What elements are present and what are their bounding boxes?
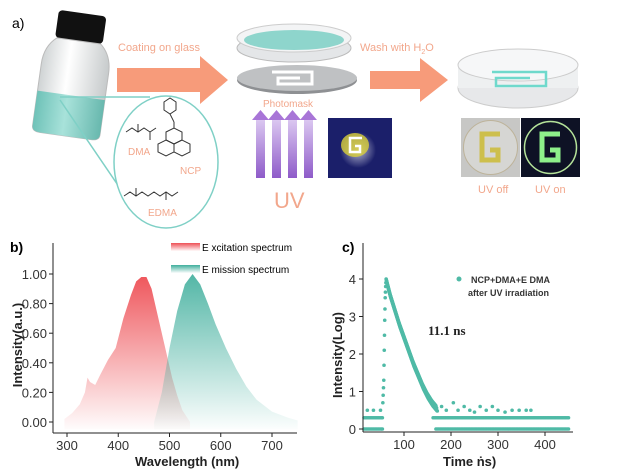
data-point bbox=[382, 318, 387, 323]
data-point bbox=[383, 290, 388, 294]
x-tick-label: 200 bbox=[440, 437, 462, 452]
x-tick-label: 300 bbox=[487, 437, 509, 452]
data-point bbox=[381, 385, 386, 390]
data-point bbox=[380, 415, 385, 420]
data-point bbox=[478, 404, 482, 409]
data-point bbox=[566, 415, 571, 420]
data-point bbox=[383, 307, 387, 311]
x-tick-label: 400 bbox=[107, 438, 129, 453]
y-tick-label: 0.00 bbox=[22, 415, 47, 430]
data-point bbox=[434, 403, 438, 408]
data-point bbox=[444, 408, 449, 413]
legend-swatch-emission bbox=[171, 265, 200, 273]
data-point bbox=[468, 408, 472, 413]
data-point bbox=[456, 408, 460, 413]
legend-marker bbox=[456, 276, 462, 282]
x-tick-label: 500 bbox=[159, 438, 181, 453]
x-tick-label: 300 bbox=[56, 438, 78, 453]
y-tick-label: 0.20 bbox=[22, 385, 47, 400]
step-coating-label: Coating on glass bbox=[118, 42, 200, 54]
y-axis-title: Intensity(a.u.) bbox=[10, 303, 25, 388]
data-point bbox=[517, 408, 521, 413]
legend-line-1: NCP+DMA+E DMA bbox=[471, 275, 551, 285]
data-point bbox=[496, 408, 500, 413]
y-tick-label: 4 bbox=[349, 272, 356, 287]
uv-off-label: UV off bbox=[478, 184, 509, 196]
arrow-right-icon bbox=[370, 58, 448, 102]
data-point bbox=[439, 404, 444, 409]
step-wash-label: Wash with H2O bbox=[360, 42, 434, 56]
legend-label-emission: E mission spectrum bbox=[202, 265, 289, 276]
x-tick-label: 700 bbox=[261, 438, 283, 453]
data-point bbox=[382, 363, 386, 368]
photomask-icon bbox=[237, 65, 357, 94]
data-point bbox=[382, 348, 387, 353]
monomer-label-dma: DMA bbox=[128, 147, 151, 158]
data-point bbox=[381, 400, 385, 405]
data-point bbox=[524, 408, 528, 413]
data-point bbox=[484, 408, 489, 413]
photomask-label: Photomask bbox=[263, 99, 314, 110]
panel-b-label: b) bbox=[10, 239, 23, 255]
x-axis-title: Wavelength (nm) bbox=[135, 454, 239, 469]
data-point bbox=[380, 427, 385, 431]
uv-light-arrows-icon bbox=[252, 110, 317, 178]
y-tick-label: 0.80 bbox=[22, 297, 47, 312]
lifetime-annotation: 11.1 ns bbox=[428, 323, 466, 338]
monomer-label-ncp: NCP bbox=[180, 166, 201, 177]
panel-a-label: a) bbox=[12, 15, 24, 31]
molecule-structures bbox=[123, 97, 191, 200]
data-point bbox=[381, 378, 386, 383]
data-point bbox=[451, 400, 456, 405]
photo-uv-on bbox=[521, 118, 580, 177]
data-point bbox=[382, 333, 387, 338]
monomer-label-edma: EDMA bbox=[148, 208, 177, 219]
y-tick-label: 1.00 bbox=[22, 267, 47, 282]
data-point bbox=[462, 404, 466, 409]
panel-c-label: c) bbox=[342, 239, 354, 255]
monomer-callout bbox=[113, 95, 219, 229]
uv-label: UV bbox=[274, 188, 305, 213]
data-point bbox=[365, 408, 370, 413]
data-point bbox=[381, 393, 385, 398]
x-tick-label: 600 bbox=[210, 438, 232, 453]
y-tick-label: 0.40 bbox=[22, 356, 47, 371]
data-point bbox=[472, 410, 477, 414]
data-point bbox=[529, 408, 533, 413]
y-axis-title: Intensity(Log) bbox=[330, 312, 345, 398]
y-tick-label: 1 bbox=[349, 385, 356, 400]
data-point bbox=[510, 408, 514, 413]
petri-dish-coated bbox=[236, 23, 352, 63]
petri-dish-patterned bbox=[457, 48, 579, 109]
legend-swatch-excitation bbox=[171, 243, 200, 251]
arrow-right-icon bbox=[117, 56, 228, 104]
x-tick-label: 400 bbox=[534, 437, 556, 452]
y-tick-label: 3 bbox=[349, 310, 356, 325]
x-tick-label: 100 bbox=[393, 437, 415, 452]
y-tick-label: 0.60 bbox=[22, 326, 47, 341]
data-point bbox=[503, 410, 507, 414]
data-point bbox=[378, 408, 383, 413]
x-axis-title: Time ṅs) bbox=[443, 454, 496, 469]
data-point bbox=[490, 404, 495, 409]
series-area-emission bbox=[154, 274, 298, 430]
data-point bbox=[566, 427, 571, 431]
legend-label-excitation: E xcitation spectrum bbox=[202, 243, 292, 254]
photo-under-uv bbox=[328, 118, 392, 178]
data-point bbox=[371, 408, 376, 413]
data-point bbox=[435, 409, 440, 413]
series-area-excitation bbox=[64, 276, 190, 430]
y-tick-label: 2 bbox=[349, 347, 356, 362]
uv-on-label: UV on bbox=[535, 184, 566, 196]
data-point bbox=[383, 295, 388, 300]
legend-line-2: after UV irradiation bbox=[468, 288, 549, 298]
vial-icon bbox=[32, 10, 110, 141]
photo-uv-off bbox=[461, 118, 520, 177]
y-tick-label: 0 bbox=[349, 422, 356, 437]
